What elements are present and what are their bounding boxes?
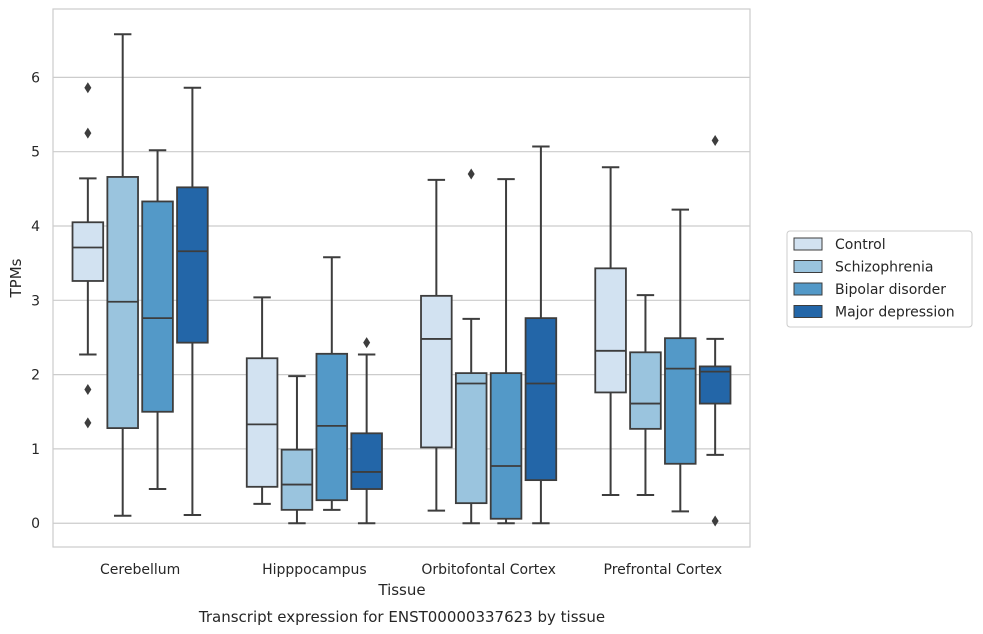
plot-frame — [52, 8, 751, 548]
box-element — [489, 178, 523, 525]
series-group — [176, 86, 732, 527]
iqr-box — [420, 294, 453, 449]
box-element — [454, 168, 488, 525]
y-tick-label: 4 — [31, 219, 40, 235]
outlier-point — [84, 127, 92, 139]
iqr-box — [664, 337, 697, 465]
outlier-point — [84, 82, 92, 94]
y-tick-label: 3 — [31, 293, 40, 309]
iqr-box — [524, 317, 558, 482]
iqr-box — [594, 267, 627, 394]
iqr-box — [315, 352, 349, 502]
y-tick-label: 0 — [31, 516, 40, 532]
box-element — [141, 149, 174, 491]
box-element — [420, 178, 453, 512]
x-tick-labels: Cerebellum Hipppocampus Orbitofontal Corte… — [100, 562, 722, 578]
x-tick-label: Prefrontal Cortex — [604, 562, 723, 578]
x-axis-label: Tissue — [377, 581, 425, 599]
series-group — [106, 33, 662, 525]
y-axis-label: TPMs — [7, 258, 25, 298]
outlier-point — [467, 168, 475, 180]
box-groups — [71, 33, 732, 527]
iqr-box — [454, 372, 488, 505]
y-tick-labels: 0 1 2 3 4 5 6 — [31, 70, 40, 532]
legend: Control Schizophrenia Bipolar disorder Majo… — [786, 230, 973, 328]
series-group — [141, 149, 697, 525]
box-element — [350, 337, 383, 525]
iqr-box — [280, 448, 314, 511]
legend-swatch — [793, 237, 823, 251]
box-element — [106, 33, 139, 517]
box-element — [71, 82, 105, 429]
y-tick-label: 1 — [31, 442, 40, 458]
box-element — [176, 86, 209, 517]
box-element — [245, 296, 279, 505]
y-tick-label: 2 — [31, 368, 40, 384]
outlier-point — [711, 515, 719, 527]
iqr-box — [71, 221, 105, 282]
y-tick-label: 5 — [31, 145, 40, 161]
legend-swatch — [793, 282, 823, 296]
iqr-box — [141, 200, 174, 413]
iqr-box — [176, 186, 209, 344]
box-element — [698, 135, 732, 527]
box-element — [629, 294, 662, 496]
x-tick-label: Hipppocampus — [262, 562, 367, 578]
legend-label: Major depression — [835, 305, 955, 321]
legend-swatch — [793, 260, 823, 273]
legend-label: Schizophrenia — [835, 260, 933, 276]
iqr-box — [489, 372, 523, 520]
box-element — [664, 208, 697, 513]
series-group — [71, 82, 627, 512]
outlier-point — [84, 417, 92, 429]
legend-item: Control — [793, 237, 886, 253]
iqr-box — [350, 432, 383, 490]
legend-label: Control — [835, 237, 886, 253]
iqr-box — [629, 351, 662, 430]
box-element — [280, 375, 314, 525]
x-tick-label: Orbitofontal Cortex — [421, 562, 556, 578]
legend-item: Schizophrenia — [793, 260, 933, 276]
box-element — [315, 256, 349, 511]
box-element — [594, 166, 627, 496]
legend-frame — [786, 230, 973, 328]
legend-label: Bipolar disorder — [835, 282, 946, 298]
x-tick-label: Cerebellum — [100, 562, 180, 578]
outlier-point — [711, 135, 719, 147]
box-element — [524, 145, 558, 525]
outlier-point — [84, 383, 92, 395]
iqr-box — [245, 357, 279, 488]
legend-item: Bipolar disorder — [793, 282, 946, 298]
y-tick-label: 6 — [31, 70, 40, 86]
legend-item: Major depression — [793, 305, 955, 321]
chart-caption: Transcript expression for ENST0000033762… — [198, 608, 605, 626]
legend-swatch — [793, 305, 823, 318]
iqr-box — [698, 365, 732, 405]
outlier-point — [363, 337, 371, 349]
